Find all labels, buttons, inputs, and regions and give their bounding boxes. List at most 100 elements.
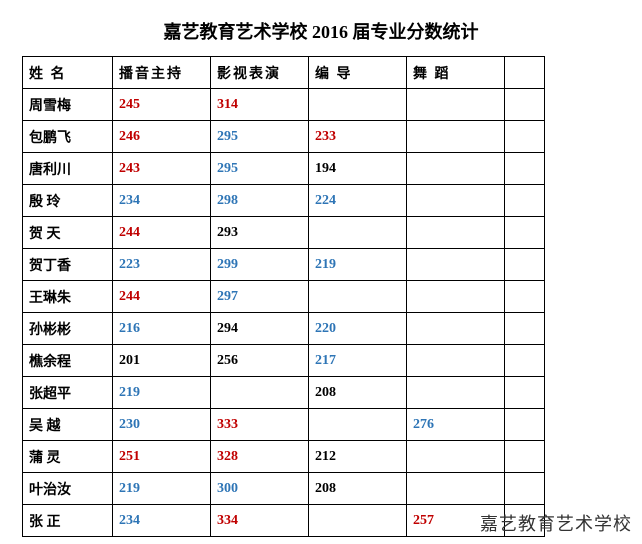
cell-name: 贺 天 (23, 217, 113, 249)
table-row: 贺丁香223299219 (23, 249, 545, 281)
cell-score: 300 (211, 473, 309, 505)
header-row: 姓 名 播音主持 影视表演 编 导 舞 蹈 (23, 57, 545, 89)
cell-score (309, 505, 407, 537)
cell-extra (505, 249, 545, 281)
col-directing: 编 导 (309, 57, 407, 89)
cell-name: 王琳朱 (23, 281, 113, 313)
cell-extra (505, 153, 545, 185)
table-row: 吴 越230333 276 (23, 409, 545, 441)
cell-score (407, 473, 505, 505)
cell-score: 243 (113, 153, 211, 185)
cell-extra (505, 89, 545, 121)
cell-score (407, 281, 505, 313)
cell-score (407, 377, 505, 409)
cell-extra (505, 473, 545, 505)
cell-name: 殷 玲 (23, 185, 113, 217)
cell-name: 蒲 灵 (23, 441, 113, 473)
cell-score (211, 377, 309, 409)
cell-score: 217 (309, 345, 407, 377)
cell-score: 216 (113, 313, 211, 345)
cell-score (309, 281, 407, 313)
cell-score (309, 89, 407, 121)
cell-score: 245 (113, 89, 211, 121)
cell-score: 194 (309, 153, 407, 185)
col-broadcast: 播音主持 (113, 57, 211, 89)
watermark: 嘉艺教育艺术学校 (480, 510, 632, 536)
table-row: 孙彬彬216294220 (23, 313, 545, 345)
cell-name: 张超平 (23, 377, 113, 409)
cell-score: 293 (211, 217, 309, 249)
table-row: 蒲 灵251328212 (23, 441, 545, 473)
cell-extra (505, 313, 545, 345)
cell-score: 333 (211, 409, 309, 441)
cell-name: 唐利川 (23, 153, 113, 185)
cell-score (309, 217, 407, 249)
cell-score: 234 (113, 505, 211, 537)
cell-extra (505, 217, 545, 249)
page-title: 嘉艺教育艺术学校 2016 届专业分数统计 (0, 0, 642, 56)
cell-score (407, 313, 505, 345)
cell-score (407, 345, 505, 377)
cell-score: 314 (211, 89, 309, 121)
cell-name: 周雪梅 (23, 89, 113, 121)
cell-extra (505, 377, 545, 409)
cell-score: 328 (211, 441, 309, 473)
cell-score: 201 (113, 345, 211, 377)
cell-score: 276 (407, 409, 505, 441)
cell-score: 295 (211, 153, 309, 185)
cell-score: 223 (113, 249, 211, 281)
cell-name: 吴 越 (23, 409, 113, 441)
cell-score: 234 (113, 185, 211, 217)
cell-score: 334 (211, 505, 309, 537)
col-acting: 影视表演 (211, 57, 309, 89)
cell-score: 208 (309, 473, 407, 505)
cell-name: 叶治汝 (23, 473, 113, 505)
cell-score (407, 89, 505, 121)
cell-name: 包鹏飞 (23, 121, 113, 153)
table-row: 包鹏飞246295233 (23, 121, 545, 153)
col-dance: 舞 蹈 (407, 57, 505, 89)
cell-score (407, 185, 505, 217)
cell-name: 孙彬彬 (23, 313, 113, 345)
cell-score: 297 (211, 281, 309, 313)
table-row: 张 正234334257 (23, 505, 545, 537)
cell-score: 224 (309, 185, 407, 217)
cell-score: 294 (211, 313, 309, 345)
table-row: 王琳朱244297 (23, 281, 545, 313)
cell-extra (505, 409, 545, 441)
cell-score: 298 (211, 185, 309, 217)
cell-score: 219 (113, 377, 211, 409)
cell-extra (505, 441, 545, 473)
table-row: 殷 玲234298224 (23, 185, 545, 217)
cell-score: 208 (309, 377, 407, 409)
cell-score: 295 (211, 121, 309, 153)
cell-extra (505, 281, 545, 313)
cell-score (407, 121, 505, 153)
cell-score (407, 441, 505, 473)
table-row: 贺 天244293 (23, 217, 545, 249)
cell-score (407, 249, 505, 281)
cell-score (407, 153, 505, 185)
cell-score (309, 409, 407, 441)
table-row: 周雪梅245314 (23, 89, 545, 121)
table-row: 樵余程201256217 (23, 345, 545, 377)
table-row: 叶治汝219300208 (23, 473, 545, 505)
cell-score: 230 (113, 409, 211, 441)
cell-score (407, 217, 505, 249)
cell-score: 246 (113, 121, 211, 153)
table-row: 张超平219 208 (23, 377, 545, 409)
cell-score: 233 (309, 121, 407, 153)
col-name: 姓 名 (23, 57, 113, 89)
cell-extra (505, 345, 545, 377)
cell-extra (505, 121, 545, 153)
cell-score: 251 (113, 441, 211, 473)
cell-score: 219 (113, 473, 211, 505)
cell-score: 244 (113, 217, 211, 249)
col-extra (505, 57, 545, 89)
cell-name: 贺丁香 (23, 249, 113, 281)
cell-score: 220 (309, 313, 407, 345)
cell-score: 299 (211, 249, 309, 281)
cell-extra (505, 185, 545, 217)
cell-name: 张 正 (23, 505, 113, 537)
table-row: 唐利川243295194 (23, 153, 545, 185)
